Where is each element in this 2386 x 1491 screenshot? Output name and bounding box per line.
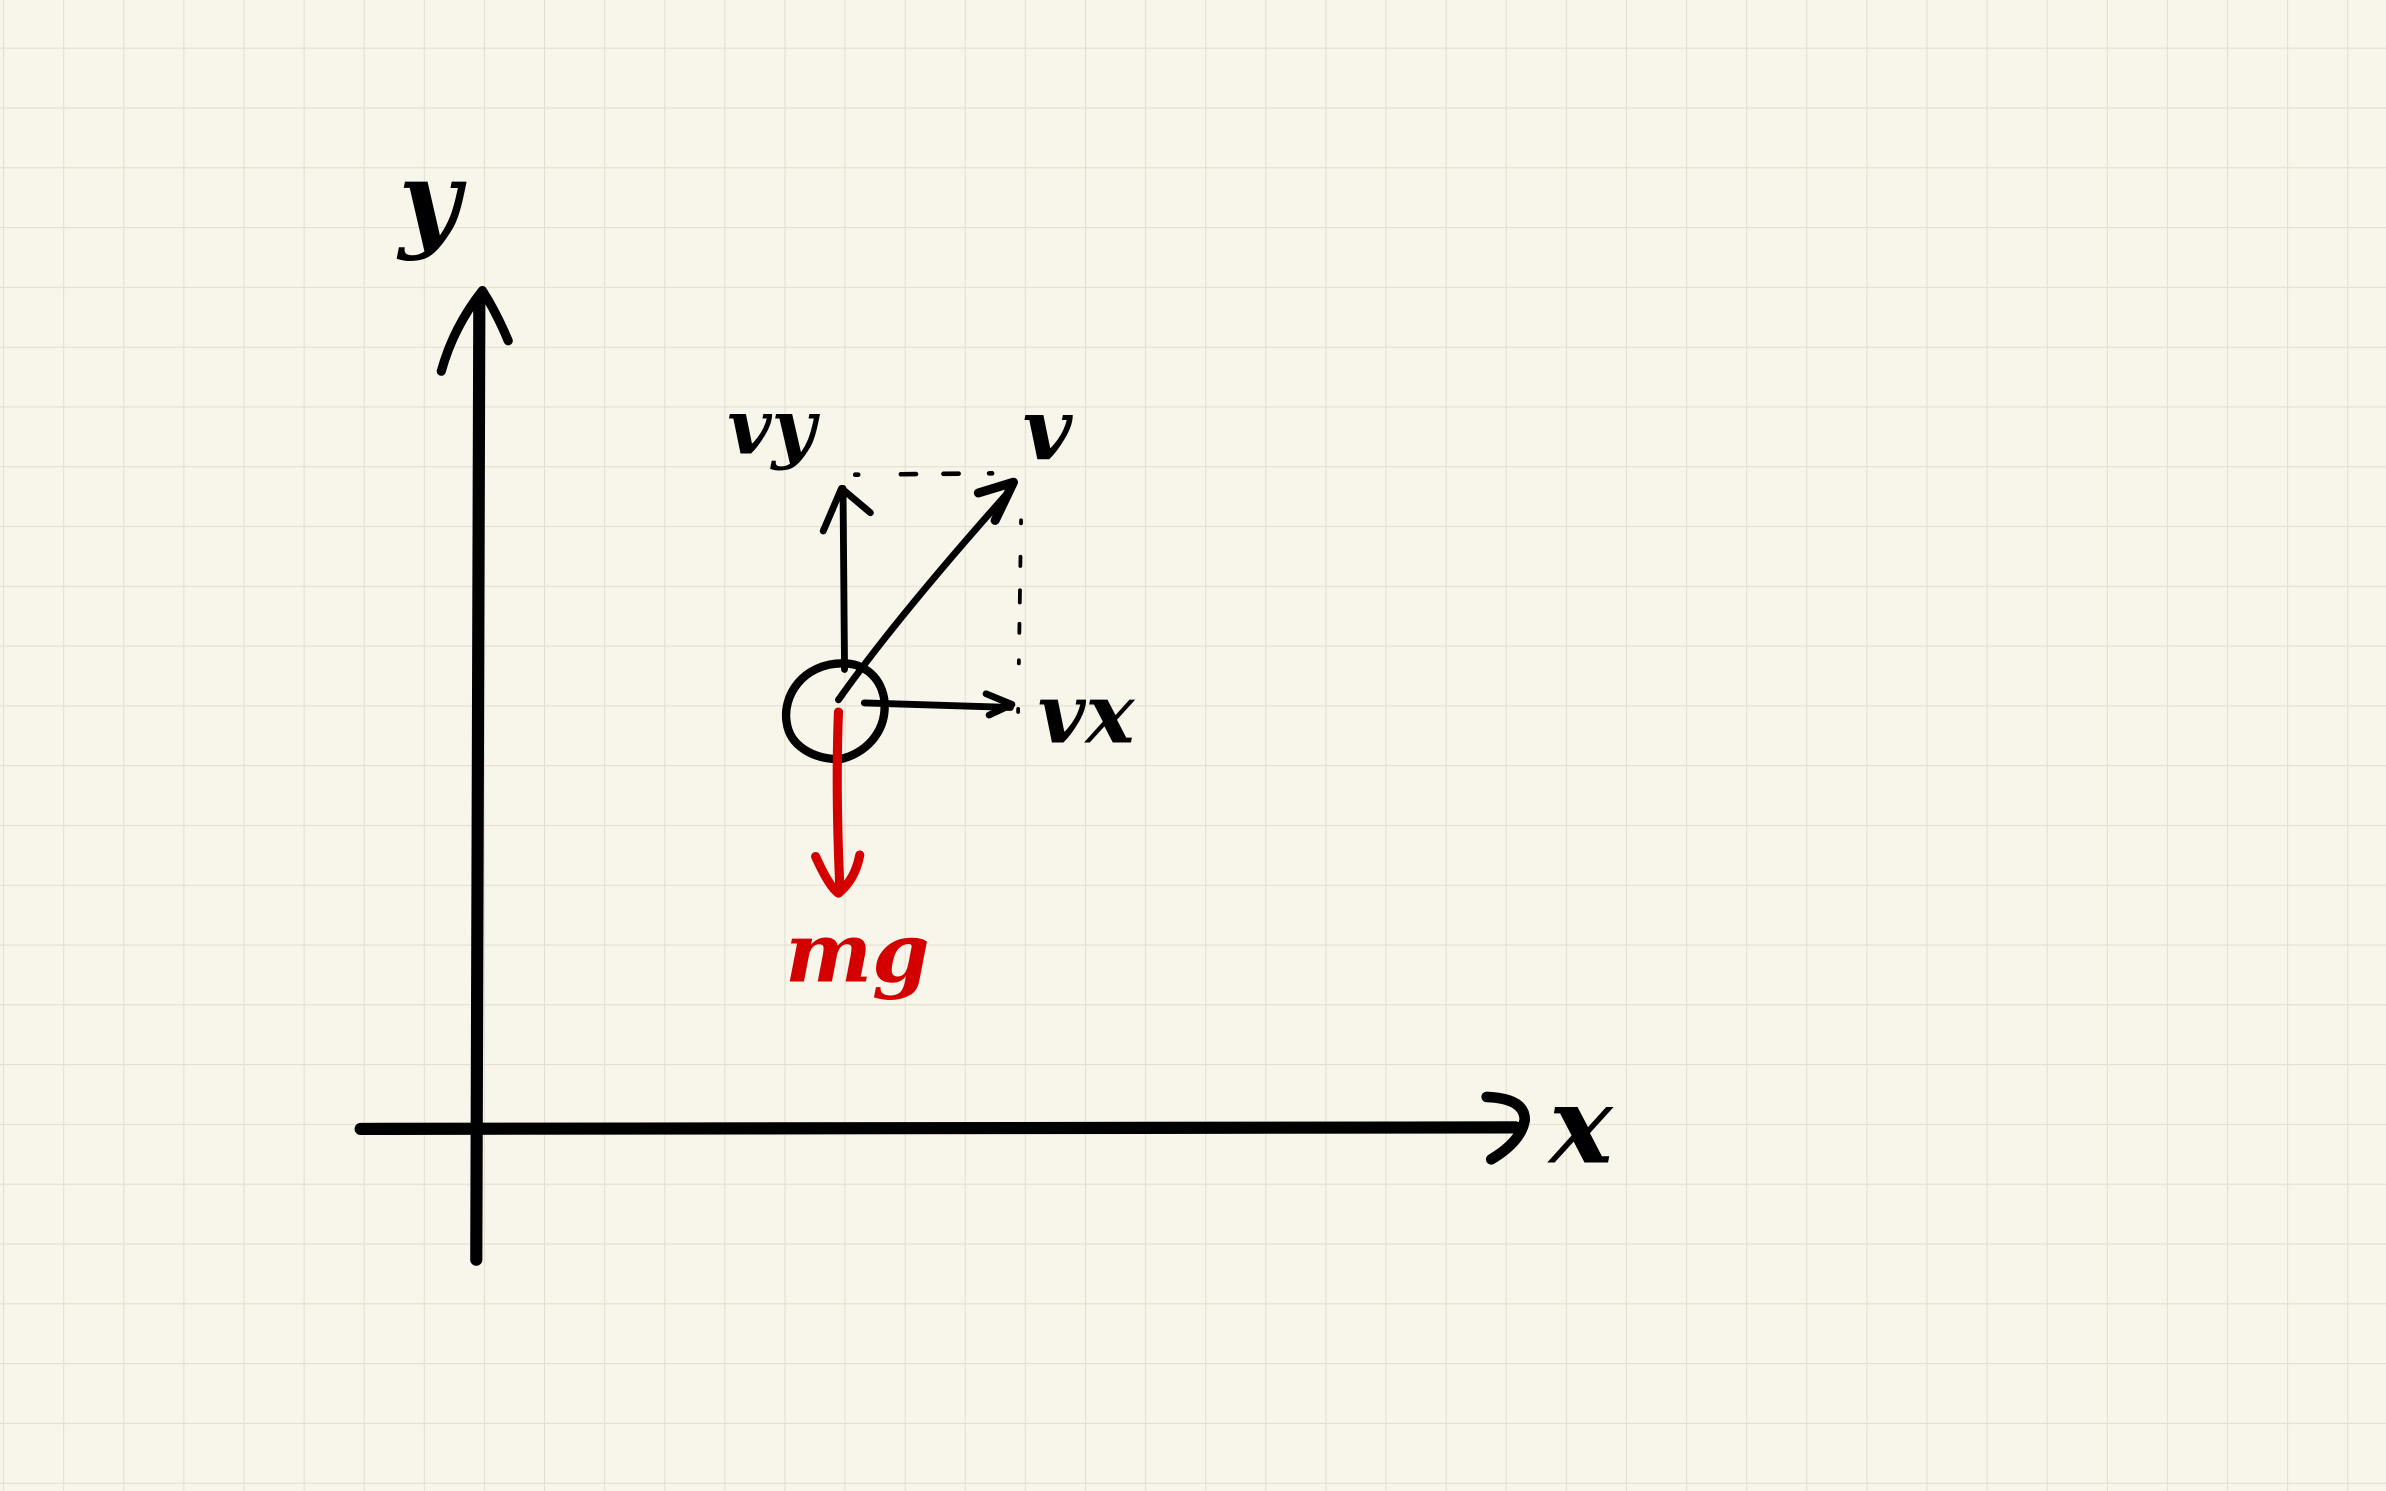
weight-force-vector xyxy=(811,707,865,898)
velocity-label: v xyxy=(1023,380,1074,480)
x-axis xyxy=(354,1091,1531,1165)
velocity-y-arrowhead xyxy=(819,484,874,535)
velocity-line xyxy=(835,486,1014,704)
velocity-x-line xyxy=(860,699,1014,711)
y-axis xyxy=(436,286,513,1266)
x-axis-label: x xyxy=(1547,1063,1614,1188)
weight-line xyxy=(832,707,845,895)
velocity-arrowhead xyxy=(973,477,1019,525)
weight-arrowhead xyxy=(811,850,865,898)
velocity-x-component xyxy=(860,690,1016,719)
y-axis-arrowhead xyxy=(436,286,513,376)
velocity-x-label: vx xyxy=(1038,666,1136,762)
velocity-vector xyxy=(835,477,1019,704)
velocity-y-component xyxy=(819,484,874,673)
weight-label: mg xyxy=(785,905,929,1001)
x-axis-arrowhead xyxy=(1481,1091,1531,1165)
y-axis-label: y xyxy=(397,138,467,263)
x-axis-line xyxy=(354,1121,1522,1135)
velocity-y-line xyxy=(839,484,848,673)
velocity-y-label: vy xyxy=(727,382,820,471)
labels: y x v vy vx mg xyxy=(397,138,1614,1188)
y-axis-line xyxy=(470,296,486,1266)
velocity-x-arrowhead xyxy=(982,690,1016,719)
